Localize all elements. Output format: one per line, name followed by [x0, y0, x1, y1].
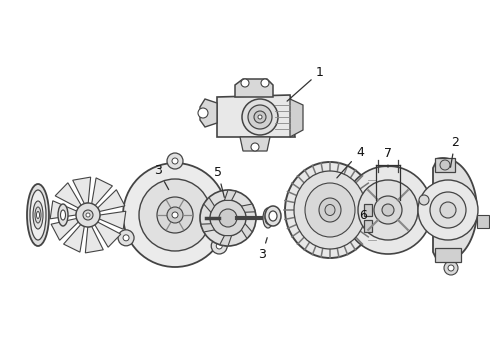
Ellipse shape — [263, 208, 273, 228]
Circle shape — [172, 212, 178, 218]
Ellipse shape — [319, 198, 341, 222]
Polygon shape — [364, 220, 372, 232]
Polygon shape — [477, 215, 489, 228]
Ellipse shape — [265, 212, 271, 224]
Circle shape — [430, 192, 466, 228]
Circle shape — [440, 160, 450, 170]
Circle shape — [76, 203, 100, 227]
Circle shape — [123, 163, 227, 267]
Circle shape — [211, 238, 227, 254]
Circle shape — [261, 79, 269, 87]
Ellipse shape — [27, 184, 49, 246]
Circle shape — [254, 111, 266, 123]
Ellipse shape — [58, 204, 68, 226]
Text: 4: 4 — [337, 145, 364, 178]
Circle shape — [419, 195, 429, 205]
Circle shape — [83, 210, 93, 220]
Circle shape — [444, 261, 458, 275]
Polygon shape — [364, 204, 372, 216]
Polygon shape — [73, 177, 91, 204]
Circle shape — [198, 108, 208, 118]
Text: 2: 2 — [450, 135, 459, 167]
Circle shape — [344, 166, 432, 254]
Text: 5: 5 — [214, 166, 224, 197]
Circle shape — [123, 235, 129, 241]
Circle shape — [242, 99, 278, 135]
Circle shape — [139, 179, 211, 251]
Polygon shape — [435, 248, 461, 262]
Circle shape — [374, 196, 402, 224]
Circle shape — [86, 213, 90, 217]
Ellipse shape — [294, 171, 366, 249]
Polygon shape — [204, 197, 215, 212]
Circle shape — [251, 143, 259, 151]
Circle shape — [167, 207, 183, 223]
Text: 6: 6 — [359, 208, 367, 221]
Polygon shape — [85, 226, 103, 253]
Polygon shape — [50, 201, 76, 219]
Ellipse shape — [30, 190, 46, 240]
Circle shape — [216, 243, 222, 249]
Polygon shape — [240, 137, 270, 151]
Circle shape — [200, 190, 256, 246]
Circle shape — [219, 209, 237, 227]
Circle shape — [167, 153, 183, 169]
Text: 1: 1 — [287, 66, 324, 101]
Circle shape — [157, 197, 193, 233]
Polygon shape — [92, 178, 112, 206]
Ellipse shape — [305, 183, 355, 237]
Polygon shape — [235, 79, 273, 97]
Circle shape — [440, 202, 456, 218]
Circle shape — [118, 230, 134, 246]
Polygon shape — [99, 211, 126, 229]
Circle shape — [382, 204, 394, 216]
Polygon shape — [95, 222, 121, 247]
Polygon shape — [98, 190, 125, 212]
Polygon shape — [435, 158, 455, 172]
Polygon shape — [242, 224, 252, 239]
Polygon shape — [200, 99, 217, 127]
Ellipse shape — [269, 211, 277, 221]
Polygon shape — [220, 236, 232, 246]
Polygon shape — [201, 224, 215, 232]
Polygon shape — [224, 190, 236, 201]
Circle shape — [241, 79, 249, 87]
Polygon shape — [64, 225, 84, 252]
Circle shape — [258, 115, 262, 119]
Polygon shape — [290, 99, 303, 137]
Ellipse shape — [35, 207, 41, 223]
Ellipse shape — [33, 201, 43, 229]
Ellipse shape — [265, 206, 281, 226]
Circle shape — [172, 158, 178, 164]
Circle shape — [248, 105, 272, 129]
Polygon shape — [433, 158, 477, 262]
Polygon shape — [51, 219, 78, 240]
Text: 3: 3 — [258, 238, 267, 261]
Polygon shape — [242, 204, 255, 212]
Polygon shape — [217, 95, 295, 137]
Ellipse shape — [36, 212, 40, 219]
Ellipse shape — [60, 210, 66, 220]
Polygon shape — [55, 183, 81, 208]
Circle shape — [448, 265, 454, 271]
Circle shape — [210, 200, 246, 236]
Ellipse shape — [325, 204, 335, 216]
Ellipse shape — [285, 162, 375, 258]
Text: 3: 3 — [154, 163, 169, 190]
Text: 7: 7 — [384, 147, 392, 167]
Circle shape — [358, 180, 418, 240]
Circle shape — [418, 180, 478, 240]
